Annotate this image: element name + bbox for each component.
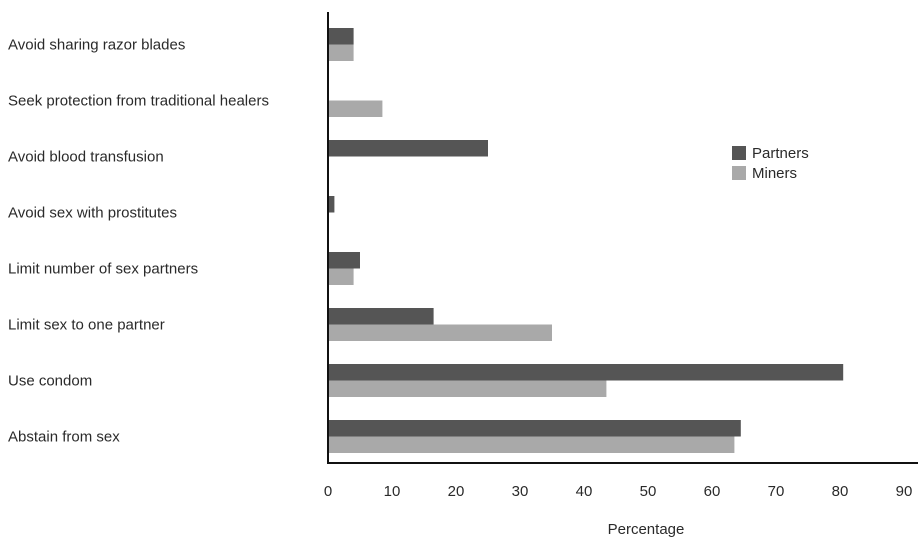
legend-label-partners: Partners: [752, 145, 809, 162]
x-tick-label: 80: [832, 483, 849, 500]
x-tick-labels: 0 10 20 30 40 50 60 70 80 90: [324, 483, 913, 500]
bar-miners-5: [328, 324, 552, 341]
bar-partners-6: [328, 364, 844, 381]
bars: [328, 28, 844, 453]
legend: Partners Miners: [732, 145, 809, 182]
bar-miners-4: [328, 268, 354, 285]
legend-label-miners: Miners: [752, 165, 797, 182]
category-label: Limit sex to one partner: [8, 317, 165, 334]
bar-miners-1: [328, 100, 383, 117]
x-tick-label: 40: [576, 483, 593, 500]
legend-swatch-partners: [732, 146, 746, 160]
category-label: Avoid blood transfusion: [8, 149, 164, 166]
category-label: Avoid sex with prostitutes: [8, 205, 177, 222]
x-tick-label: 90: [896, 483, 913, 500]
category-label: Limit number of sex partners: [8, 261, 198, 278]
bar-partners-5: [328, 308, 434, 325]
x-tick-label: 10: [384, 483, 401, 500]
x-axis-title: Percentage: [608, 521, 685, 538]
category-label: Avoid sharing razor blades: [8, 37, 185, 54]
x-tick-label: 60: [704, 483, 721, 500]
x-tick-label: 30: [512, 483, 529, 500]
category-label: Use condom: [8, 373, 92, 390]
x-tick-label: 20: [448, 483, 465, 500]
bar-miners-0: [328, 44, 354, 61]
bar-partners-7: [328, 420, 741, 437]
legend-swatch-miners: [732, 166, 746, 180]
bar-partners-4: [328, 252, 360, 269]
x-tick-label: 0: [324, 483, 332, 500]
bar-miners-6: [328, 380, 607, 397]
category-label: Abstain from sex: [8, 429, 120, 446]
x-tick-label: 50: [640, 483, 657, 500]
x-tick-label: 70: [768, 483, 785, 500]
bar-partners-3: [328, 196, 335, 213]
bar-partners-2: [328, 140, 488, 157]
category-labels: Avoid sharing razor blades Seek protectio…: [8, 37, 269, 446]
bar-partners-0: [328, 28, 354, 45]
category-label: Seek protection from traditional healers: [8, 93, 269, 110]
bar-miners-7: [328, 436, 735, 453]
